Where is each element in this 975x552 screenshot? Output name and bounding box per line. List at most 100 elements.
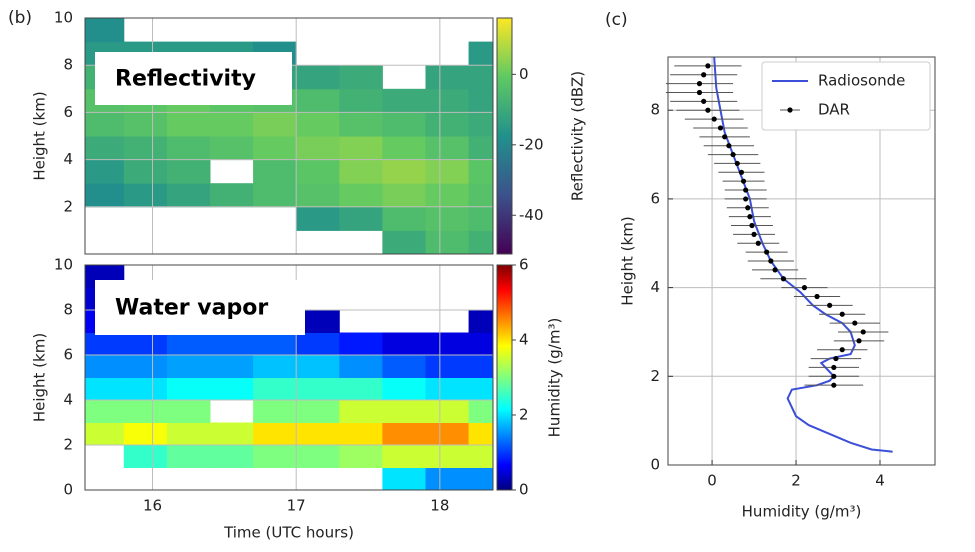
heat-cell	[123, 445, 168, 468]
x-tick-label: 18	[430, 497, 449, 515]
heat-cell	[339, 377, 383, 401]
heat-cell	[425, 445, 470, 468]
dar-point	[717, 125, 724, 131]
dar-point	[831, 364, 837, 371]
y-tick-label: 2	[63, 197, 73, 215]
plot-frame	[667, 56, 936, 466]
heat-cell	[209, 332, 254, 356]
heat-cell	[339, 183, 383, 208]
dar-point	[743, 196, 749, 202]
dar-point	[749, 222, 755, 229]
heat-cell	[468, 332, 494, 356]
heat-cell	[425, 230, 470, 255]
heat-cell	[468, 41, 494, 66]
dar-point	[856, 338, 862, 344]
heat-cell	[468, 65, 494, 90]
heat-cell	[85, 18, 125, 43]
heat-cell	[296, 159, 340, 184]
heat-cell	[382, 230, 426, 255]
heat-cell	[382, 422, 426, 446]
colorbar	[496, 17, 513, 255]
dar-point	[701, 98, 707, 104]
colorbar-tick-label: -40	[519, 206, 544, 224]
heat-cell	[85, 159, 125, 184]
heat-cell	[123, 377, 168, 401]
heat-cell	[468, 377, 494, 401]
x-tick-label: 0	[707, 472, 717, 490]
dar-point	[768, 258, 774, 264]
heat-cell	[85, 377, 125, 401]
heat-cell	[382, 332, 426, 356]
heat-cell	[253, 355, 297, 378]
heat-cell	[425, 112, 470, 137]
heat-cell	[339, 355, 383, 378]
heat-cell	[425, 206, 470, 231]
colorbar-tick-label: -20	[519, 135, 544, 153]
heat-cell	[339, 400, 383, 423]
heat-cell	[468, 136, 494, 161]
dar-point	[726, 143, 732, 149]
heat-cell	[166, 136, 211, 161]
heat-cell	[339, 136, 383, 161]
heat-cell	[425, 88, 470, 113]
dar-point	[722, 134, 728, 140]
colorbar-tick-label: 2	[519, 406, 529, 424]
dar-point	[705, 107, 711, 113]
colorbar-tick-label: 6	[519, 256, 529, 274]
heat-cell	[296, 206, 340, 231]
dar-point	[711, 116, 717, 122]
heat-cell	[209, 355, 254, 378]
heat-cell	[468, 88, 494, 113]
y-tick-label: 8	[650, 101, 660, 119]
dar-point	[751, 231, 757, 237]
heat-cell	[253, 112, 297, 137]
dar-point	[747, 214, 753, 220]
label-box	[95, 280, 305, 335]
panel-tag: (c)	[605, 10, 628, 30]
y-axis-label: Height (km)	[31, 333, 49, 422]
x-tick-label: 2	[791, 472, 801, 490]
heat-cell	[166, 355, 211, 378]
heat-cell	[296, 88, 340, 113]
heat-cell	[166, 332, 211, 356]
x-tick-label: 4	[875, 472, 885, 490]
heat-cell	[296, 332, 340, 356]
heat-cell	[425, 183, 470, 208]
legend-marker	[787, 107, 793, 113]
y-axis-label: Height (km)	[31, 91, 49, 180]
dar-point	[730, 151, 736, 158]
dar-point	[734, 160, 740, 167]
heat-cell	[166, 112, 211, 137]
heat-cell	[425, 467, 470, 491]
dar-point	[705, 63, 711, 69]
heat-cell	[253, 136, 297, 161]
x-axis-label: Humidity (g/m³)	[742, 503, 862, 521]
heat-cell	[123, 136, 168, 161]
dar-point	[839, 311, 845, 317]
y-tick-label: 2	[63, 436, 73, 454]
heat-cell	[468, 467, 494, 491]
dar-point	[755, 240, 761, 246]
dar-point	[827, 302, 833, 308]
heat-cell	[166, 377, 211, 401]
radiosonde-line	[713, 56, 893, 453]
heat-cell	[253, 400, 297, 423]
y-tick-label: 8	[63, 301, 73, 319]
plot-frame	[84, 17, 494, 255]
heat-cell	[209, 377, 254, 401]
y-tick-label: 0	[63, 481, 73, 499]
dar-point	[839, 347, 845, 353]
heat-cell	[166, 445, 211, 468]
colorbar-tick-label: 0	[519, 481, 529, 499]
dar-point	[831, 382, 837, 388]
heat-cell	[123, 422, 168, 446]
heat-cell	[468, 310, 494, 333]
legend-label: DAR	[818, 101, 850, 119]
heat-cell	[339, 445, 383, 468]
legend-label: Radiosonde	[818, 72, 905, 90]
y-axis-label: Height (km)	[619, 216, 637, 305]
heat-cell	[253, 377, 297, 401]
heat-cell	[85, 422, 125, 446]
heat-cell	[253, 422, 297, 446]
